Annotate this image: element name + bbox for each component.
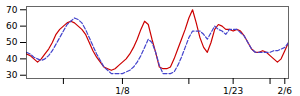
svg-text:50: 50 [6,37,18,47]
svg-text:30: 30 [6,70,18,80]
svg-text:60: 60 [6,21,18,31]
svg-text:1/8: 1/8 [115,86,130,96]
svg-text:1/23: 1/23 [223,86,243,96]
svg-text:40: 40 [6,54,18,64]
svg-text:70: 70 [6,5,18,15]
svg-text:2/6: 2/6 [278,86,293,96]
